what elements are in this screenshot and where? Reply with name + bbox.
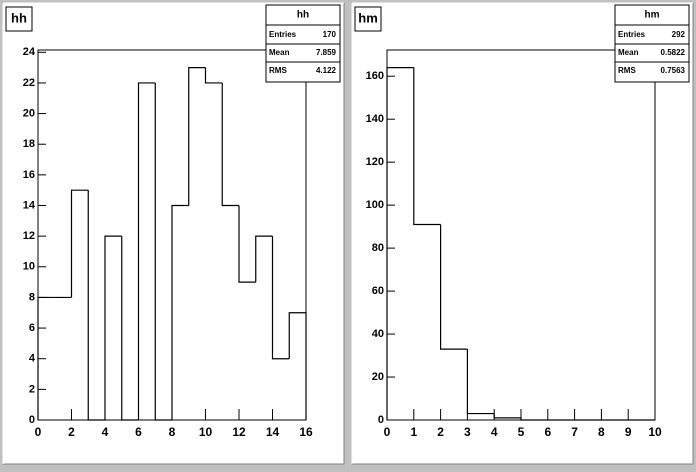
stats-label: Mean [269, 48, 290, 57]
y-tick-label: 12 [23, 230, 35, 242]
y-tick-label: 0 [378, 414, 384, 426]
x-tick-label: 2 [437, 425, 444, 439]
y-tick-label: 160 [366, 70, 384, 82]
y-tick-label: 20 [372, 371, 384, 383]
y-tick-label: 8 [29, 291, 35, 303]
stats-label: Mean [618, 48, 639, 57]
x-tick-label: 6 [544, 425, 551, 439]
y-tick-label: 120 [366, 156, 384, 168]
x-tick-label: 16 [299, 425, 313, 439]
x-tick-label: 3 [464, 425, 471, 439]
stats-label: Entries [618, 30, 646, 39]
chart-title: hm [358, 10, 378, 25]
hist-bin [188, 67, 206, 206]
x-tick-label: 0 [384, 425, 391, 439]
hist-bin [520, 417, 548, 421]
x-tick-label: 5 [518, 425, 525, 439]
y-tick-label: 24 [23, 46, 36, 58]
x-tick-label: 9 [625, 425, 632, 439]
y-tick-label: 10 [23, 261, 35, 273]
hist-bin [137, 82, 156, 420]
y-tick-label: 22 [23, 77, 35, 89]
y-tick-label: 140 [366, 113, 384, 125]
x-tick-label: 0 [35, 425, 42, 439]
hist-bin [104, 235, 122, 420]
title-box [354, 6, 382, 32]
x-tick-label: 7 [571, 425, 578, 439]
x-tick-label: 12 [232, 425, 246, 439]
hist-bin [154, 82, 172, 421]
y-tick-label: 2 [29, 383, 35, 395]
y-tick-label: 60 [372, 285, 384, 297]
stats-value: 4.122 [316, 66, 337, 75]
stats-title: hm [645, 10, 660, 21]
hist-bin [238, 205, 256, 283]
hist-bin [386, 67, 414, 420]
hist-bin [70, 189, 89, 298]
hist-bin [204, 67, 223, 84]
x-tick-label: 1 [410, 425, 417, 439]
x-tick-label: 8 [169, 425, 176, 439]
stats-value: 7.859 [316, 48, 337, 57]
x-tick-label: 10 [648, 425, 662, 439]
x-tick-label: 4 [102, 425, 109, 439]
x-tick-label: 6 [135, 425, 142, 439]
stats-value: 170 [323, 30, 337, 39]
stats-value: 292 [672, 30, 686, 39]
title-box [5, 6, 33, 32]
hist-bin [288, 312, 307, 420]
stats-value: 0.5822 [661, 48, 686, 57]
y-tick-label: 40 [372, 328, 384, 340]
hist-bin [271, 236, 290, 360]
y-tick-label: 80 [372, 242, 384, 254]
y-tick-label: 4 [29, 353, 36, 365]
x-tick-label: 10 [199, 425, 213, 439]
y-tick-label: 18 [23, 138, 35, 150]
hist-bin [440, 224, 468, 350]
hist-bin [466, 349, 495, 415]
stats-label: RMS [269, 66, 287, 75]
x-tick-label: 4 [491, 425, 498, 439]
hist-bin [255, 235, 273, 283]
x-tick-label: 14 [266, 425, 280, 439]
stats-label: RMS [618, 66, 636, 75]
x-tick-label: 8 [598, 425, 605, 439]
y-tick-label: 0 [29, 414, 35, 426]
y-tick-label: 6 [29, 322, 35, 334]
stats-value: 0.7563 [661, 66, 686, 75]
hist-bin [493, 413, 521, 419]
chart-title: hh [11, 10, 27, 25]
y-tick-label: 14 [23, 199, 36, 211]
y-tick-label: 20 [23, 107, 35, 119]
y-tick-label: 16 [23, 169, 35, 181]
hist-bin [87, 190, 105, 421]
hist-bin [171, 204, 189, 420]
hist-bin [37, 296, 55, 420]
stats-label: Entries [269, 30, 297, 39]
stats-title: hh [297, 10, 309, 21]
hist-bin [413, 67, 441, 226]
x-tick-label: 2 [68, 425, 75, 439]
hist-bin [221, 82, 239, 207]
y-tick-label: 100 [366, 199, 384, 211]
hist-bin [121, 236, 139, 421]
